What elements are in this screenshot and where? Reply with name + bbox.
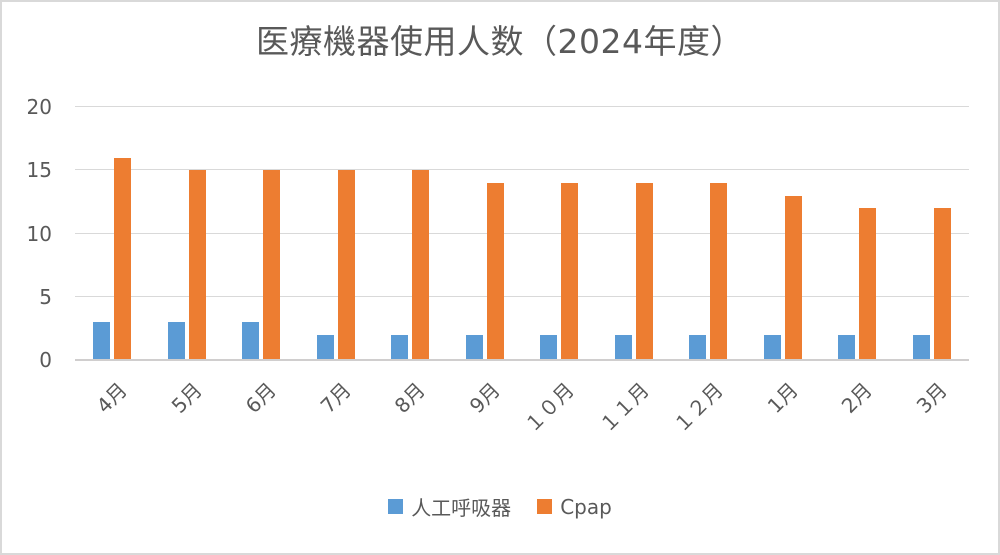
- bar-Cpap-１２月: [710, 182, 728, 360]
- bar-人工呼吸器-3月: [912, 334, 930, 360]
- bar-group-１０月: [522, 107, 597, 360]
- bar-人工呼吸器-2月: [838, 334, 856, 360]
- bar-group-4月: [75, 107, 150, 360]
- gridline-y15: [75, 169, 969, 171]
- bar-人工呼吸器-7月: [316, 334, 334, 360]
- y-axis-label-0: 0: [39, 348, 52, 372]
- bar-Cpap-１０月: [561, 182, 579, 360]
- bar-人工呼吸器-9月: [465, 334, 483, 360]
- bars-layer: [75, 107, 969, 360]
- legend-swatch-ventilator: [388, 499, 404, 514]
- x-axis-label-9月: 9月: [464, 377, 505, 418]
- bar-人工呼吸器-１０月: [540, 334, 558, 360]
- x-axis: 4月 5月 6月 7月 8月 9月 １０月 １１月 １２月 1月 2月 3月: [75, 370, 969, 470]
- bar-人工呼吸器-8月: [391, 334, 409, 360]
- bar-group-8月: [373, 107, 448, 360]
- x-axis-label-3月: 3月: [911, 377, 952, 418]
- gridline-y10: [75, 232, 969, 234]
- bar-group-１１月: [597, 107, 672, 360]
- bar-group-7月: [299, 107, 374, 360]
- x-axis-label-8月: 8月: [389, 377, 431, 418]
- legend-swatch-cpap: [537, 499, 553, 514]
- y-axis-label-10: 10: [26, 221, 52, 246]
- bar-Cpap-１１月: [635, 182, 653, 360]
- bar-Cpap-3月: [933, 208, 951, 360]
- bar-Cpap-4月: [114, 157, 132, 360]
- y-axis-label-20: 20: [26, 95, 52, 119]
- legend-label-cpap: Cpap: [560, 494, 612, 519]
- bar-group-１２月: [671, 107, 746, 360]
- bar-Cpap-9月: [486, 182, 504, 360]
- x-axis-label-１０月: １０月: [519, 377, 580, 438]
- gridline-y20: [75, 106, 969, 107]
- bar-Cpap-6月: [263, 170, 281, 360]
- legend-item-ventilator: 人工呼吸器: [388, 492, 511, 521]
- x-axis-line: [75, 359, 969, 361]
- x-axis-label-１２月: １２月: [668, 377, 729, 438]
- bar-Cpap-2月: [859, 208, 877, 360]
- x-axis-label-2月: 2月: [836, 377, 878, 418]
- gridline-y5: [75, 295, 969, 297]
- bar-group-6月: [224, 107, 299, 360]
- bar-group-9月: [448, 107, 523, 360]
- x-axis-label-7月: 7月: [315, 377, 356, 418]
- bar-Cpap-1月: [784, 195, 802, 360]
- x-axis-label-4月: 4月: [91, 377, 133, 418]
- bar-人工呼吸器-1月: [763, 334, 781, 360]
- bar-人工呼吸器-１２月: [689, 334, 707, 360]
- bar-group-5月: [150, 107, 225, 360]
- y-axis-label-15: 15: [26, 158, 52, 183]
- x-axis-label-6月: 6月: [240, 377, 282, 418]
- bar-人工呼吸器-6月: [242, 322, 260, 360]
- bar-Cpap-7月: [337, 170, 355, 360]
- bar-人工呼吸器-4月: [93, 322, 111, 360]
- x-axis-label-5月: 5月: [166, 377, 207, 418]
- bar-Cpap-5月: [188, 170, 206, 360]
- legend: 人工呼吸器 Cpap: [2, 492, 998, 521]
- y-axis-label-5: 5: [39, 284, 52, 309]
- bar-人工呼吸器-１１月: [614, 334, 632, 360]
- chart-title: 医療機器使用人数（2024年度）: [256, 22, 744, 61]
- bar-group-2月: [820, 107, 895, 360]
- x-axis-label-１１月: １１月: [594, 377, 654, 438]
- plot-area: [75, 106, 969, 361]
- y-axis: 0 5 10 15 20: [2, 95, 62, 372]
- x-axis-label-1月: 1月: [762, 377, 803, 418]
- bar-group-3月: [895, 107, 970, 360]
- legend-label-ventilator: 人工呼吸器: [411, 496, 512, 520]
- bar-Cpap-8月: [412, 170, 430, 360]
- legend-item-cpap: Cpap: [537, 495, 612, 519]
- bar-group-1月: [746, 107, 821, 360]
- bar-人工呼吸器-5月: [167, 322, 185, 360]
